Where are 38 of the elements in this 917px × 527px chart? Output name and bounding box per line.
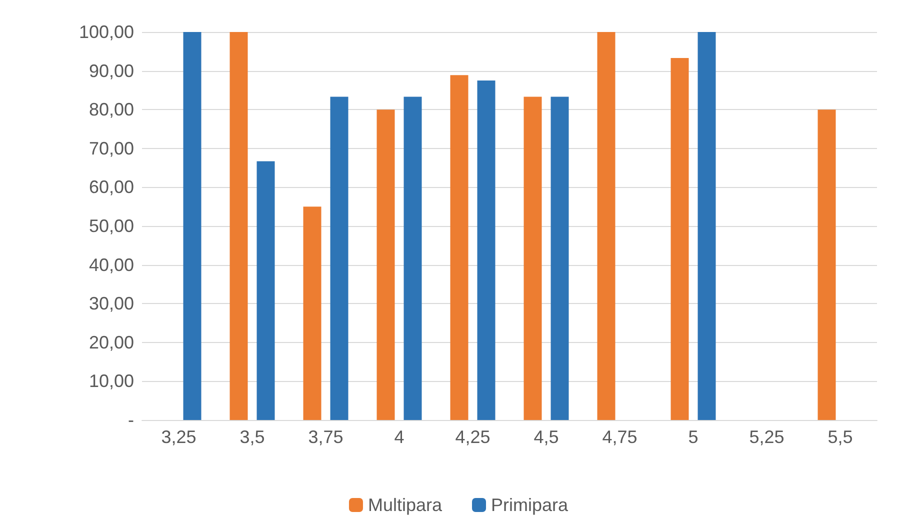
bar [477, 80, 496, 420]
bar [256, 161, 275, 420]
x-tick-label: 5,25 [749, 427, 784, 447]
x-tick-label: 5,5 [828, 427, 853, 447]
y-tick-label: - [128, 410, 134, 430]
bar [450, 75, 468, 420]
bar [597, 32, 616, 420]
bar [818, 110, 836, 420]
bar [550, 96, 569, 420]
y-tick-label: 80,00 [88, 100, 134, 120]
y-tick-label: 10,00 [88, 371, 134, 392]
x-tick-label: 4 [394, 427, 404, 447]
x-tick-label: 4,25 [455, 427, 490, 447]
y-tick-label: 90,00 [88, 60, 134, 81]
x-tick-label: 3,75 [308, 427, 344, 447]
legend-label: Primipara [491, 495, 570, 515]
x-tick-label: 3,5 [240, 427, 265, 447]
bar [230, 32, 248, 420]
x-tick-label: 3,25 [161, 427, 196, 447]
bar [404, 96, 422, 420]
bar [376, 110, 395, 420]
bar [524, 96, 542, 420]
x-tick-label: 5 [688, 427, 698, 447]
bar [670, 58, 689, 420]
y-tick-label: 20,00 [88, 332, 134, 352]
y-tick-label: 70,00 [88, 138, 134, 158]
y-tick-label: 30,00 [88, 294, 134, 314]
y-tick-label: 60,00 [88, 177, 134, 198]
x-tick-label: 4,75 [602, 427, 638, 447]
x-tick-label: 4,5 [534, 427, 559, 447]
bar [330, 96, 348, 420]
bar [303, 206, 322, 420]
bar [698, 32, 716, 420]
bar [183, 32, 202, 420]
y-tick-label: 50,00 [88, 216, 134, 236]
y-tick-label: 40,00 [88, 254, 134, 275]
y-tick-label: 100,00 [78, 22, 134, 42]
legend-label: Multipara [368, 495, 443, 515]
